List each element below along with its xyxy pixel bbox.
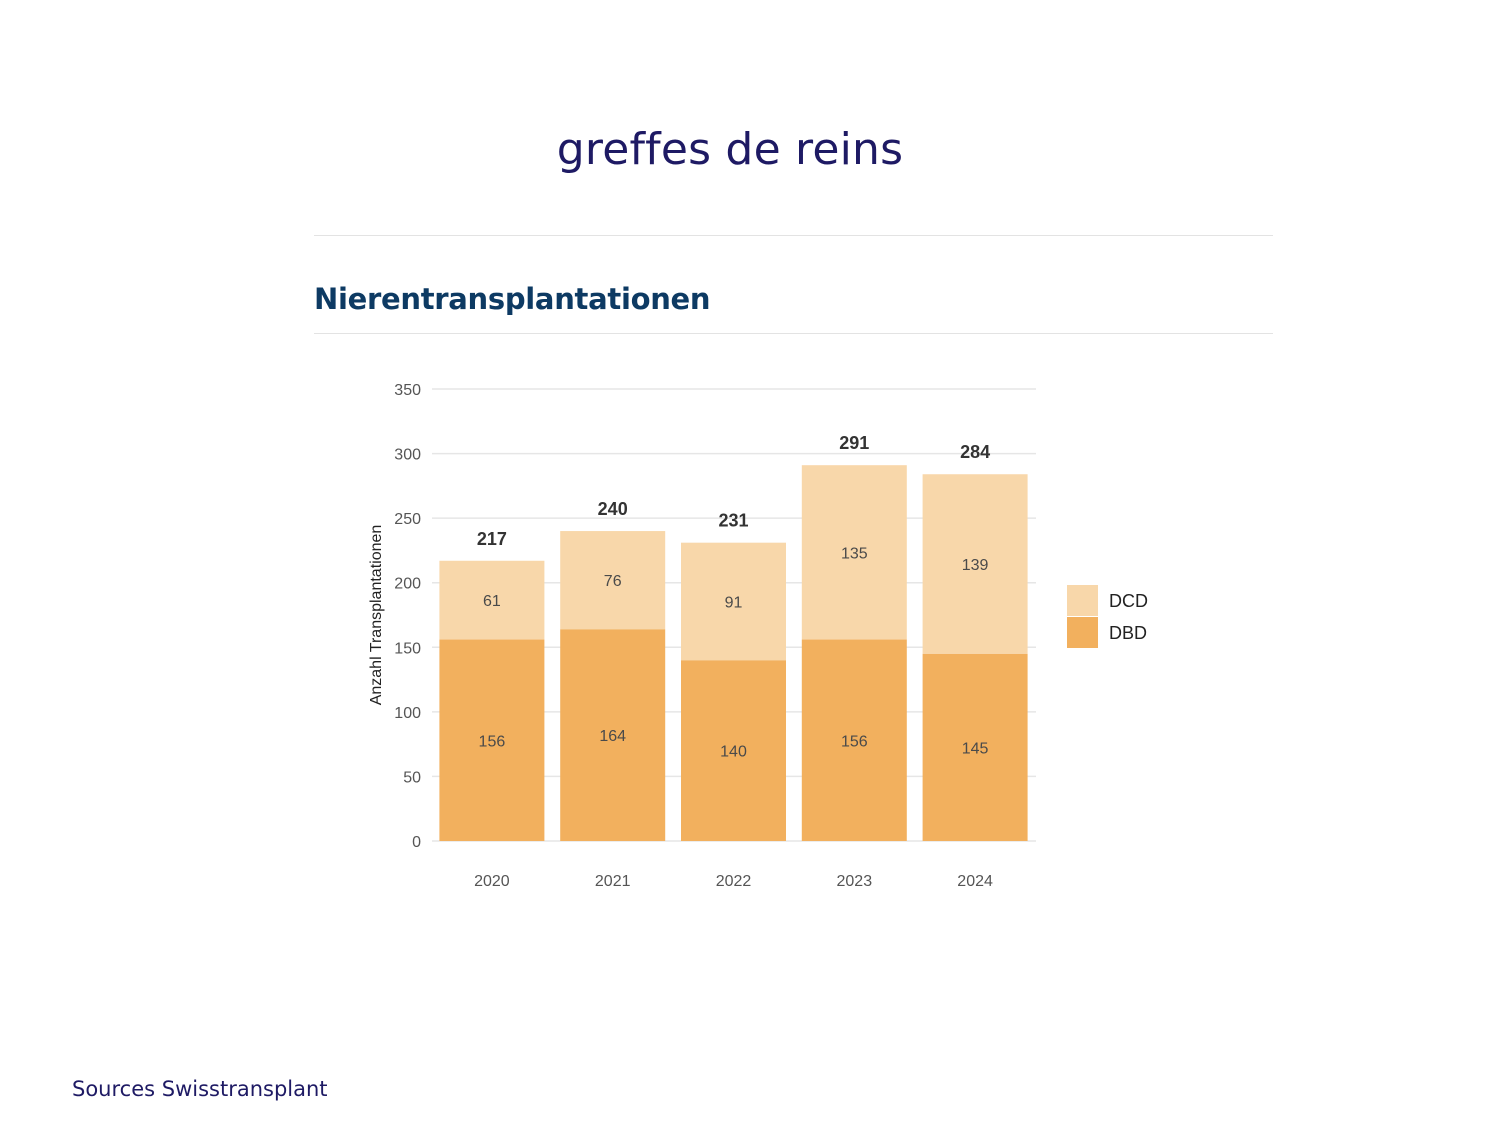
divider-bottom: [314, 333, 1273, 334]
y-tick-label: 150: [394, 640, 421, 657]
value-label-dcd: 139: [962, 557, 989, 574]
bar-dbd-2020: [439, 639, 545, 841]
value-label-dbd: 156: [479, 733, 506, 750]
value-label-dcd: 135: [841, 545, 868, 562]
slide-title: greffes de reins: [556, 124, 904, 175]
bar-dbd-2023: [801, 639, 907, 841]
y-tick-label: 200: [394, 576, 421, 593]
value-label-dbd: 145: [962, 740, 989, 757]
source-note: Sources Swisstransplant: [72, 1077, 328, 1101]
value-label-dbd: 140: [720, 744, 747, 761]
legend-label-dcd: DCD: [1109, 591, 1148, 611]
total-label: 217: [477, 529, 507, 549]
legend-label-dbd: DBD: [1109, 623, 1147, 643]
bar-dbd-2024: [922, 653, 1028, 841]
value-label-dcd: 61: [483, 593, 501, 610]
bar-dcd-2021: [560, 531, 666, 630]
bar-dbd-2021: [560, 629, 666, 841]
bar-dcd-2022: [681, 542, 786, 661]
y-tick-label: 100: [394, 705, 421, 722]
y-tick-label: 50: [403, 769, 421, 786]
total-label: 291: [839, 433, 869, 453]
x-tick-label: 2020: [474, 873, 510, 890]
y-tick-label: 250: [394, 511, 421, 528]
x-tick-label: 2022: [716, 873, 752, 890]
value-label-dbd: 156: [841, 733, 868, 750]
total-label: 284: [960, 442, 990, 462]
bar-dcd-2023: [801, 465, 907, 640]
y-axis-label: Anzahl Transplantationen: [368, 525, 385, 706]
x-tick-label: 2023: [837, 873, 873, 890]
bar-dcd-2020: [439, 560, 545, 640]
total-label: 240: [598, 499, 628, 519]
bar-dbd-2022: [681, 660, 786, 841]
legend-key-dcd: [1067, 585, 1098, 616]
value-label-dcd: 76: [604, 573, 622, 590]
value-label-dbd: 164: [599, 728, 626, 745]
y-tick-label: 0: [412, 834, 421, 851]
x-tick-label: 2021: [595, 873, 631, 890]
y-tick-label: 300: [394, 447, 421, 464]
total-label: 231: [718, 511, 748, 531]
chart-title: Nierentransplantationen: [314, 282, 711, 316]
legend-key-dbd: [1067, 617, 1098, 648]
value-label-dcd: 91: [725, 594, 743, 611]
divider-top: [314, 235, 1273, 236]
bar-dcd-2024: [922, 474, 1028, 654]
y-tick-label: 350: [394, 382, 421, 399]
x-tick-label: 2024: [957, 873, 993, 890]
